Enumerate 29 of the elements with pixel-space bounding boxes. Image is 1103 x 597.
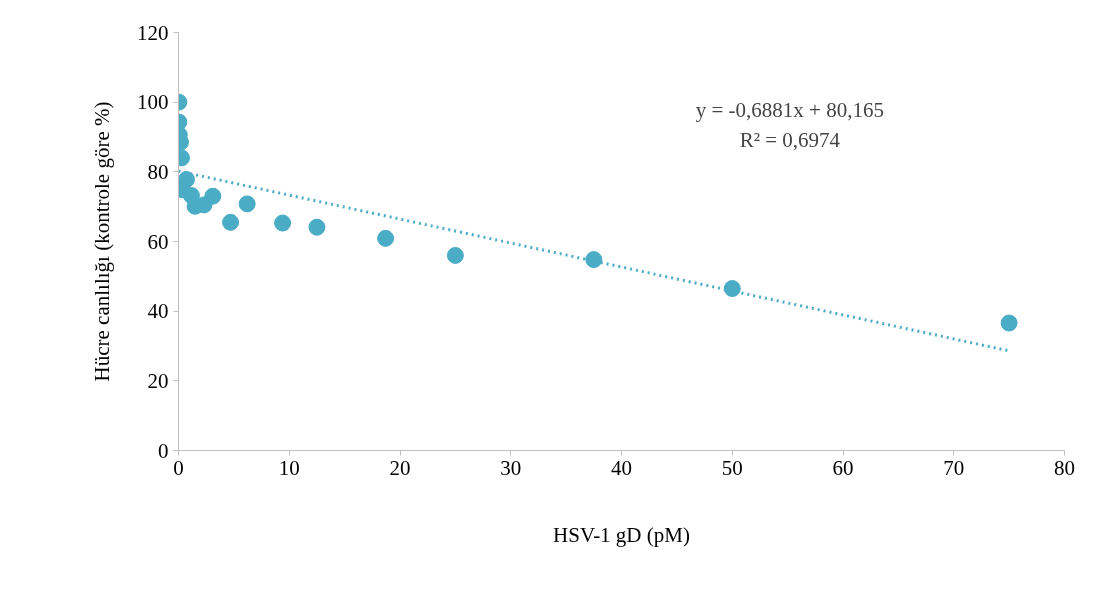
point (308, 218, 326, 236)
x-tick-label: 50 (721, 455, 743, 480)
x-tick-label: 10 (278, 455, 300, 480)
point (377, 229, 395, 247)
annotation: y = -0,6881x + 80,165 (695, 98, 884, 123)
x-tick-label: 30 (500, 455, 522, 480)
x-tick-label: 40 (611, 455, 632, 480)
point (446, 246, 464, 264)
y-axis-title: Hücre canlılığı (kontrole göre %) (90, 101, 114, 382)
y-tick-label: 40 (147, 299, 169, 324)
point (585, 251, 603, 269)
x-tick-label: 60 (832, 455, 854, 480)
y-tick-label: 120 (137, 20, 169, 45)
x-tick-label: 80 (1054, 455, 1075, 480)
x-tick-label: 20 (389, 455, 411, 480)
point (222, 213, 240, 231)
point (238, 195, 256, 213)
x-axis-title: HSV-1 gD (pM) (553, 522, 690, 547)
y-tick-label: 60 (147, 229, 169, 254)
y-tick-label: 20 (147, 368, 169, 393)
y-tick-label: 100 (137, 90, 169, 115)
annotation: R² = 0,6974 (739, 128, 841, 153)
x-tick-label: 70 (943, 455, 965, 480)
point (723, 280, 741, 298)
y-tick-label: 80 (147, 159, 169, 184)
point (274, 214, 292, 232)
point (1000, 314, 1018, 332)
point (204, 187, 222, 205)
y-tick-label: 0 (158, 438, 169, 463)
